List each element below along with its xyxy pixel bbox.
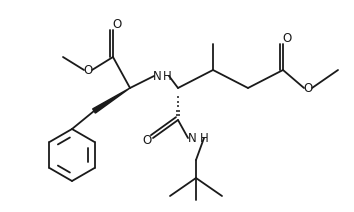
Polygon shape (93, 88, 130, 113)
Text: O: O (303, 81, 313, 95)
Text: H: H (200, 131, 209, 145)
Text: O: O (84, 64, 93, 77)
Text: O: O (142, 134, 152, 146)
Text: O: O (112, 18, 122, 31)
Text: N: N (153, 70, 161, 82)
Text: O: O (282, 32, 292, 45)
Text: N: N (188, 131, 196, 145)
Text: H: H (163, 70, 172, 82)
